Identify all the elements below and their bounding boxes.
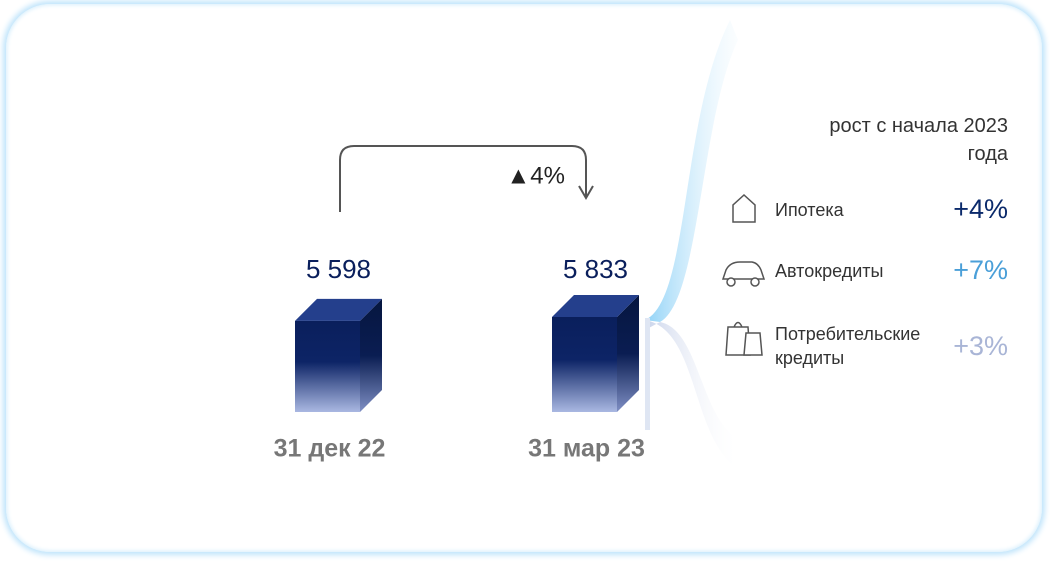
decor-ribbon [645, 20, 738, 322]
item-change: +3% [953, 331, 1008, 361]
decor-ribbon [645, 318, 650, 430]
item-change: +7% [953, 255, 1008, 285]
value-label: 5 833 [563, 254, 628, 284]
category-label: 31 мар 23 [528, 435, 645, 463]
arrow-head [578, 185, 594, 200]
category-label: 31 дек 22 [274, 435, 386, 463]
bar-side [617, 295, 639, 412]
bar [295, 320, 360, 412]
bar [552, 317, 617, 412]
item-label: Автокредиты [775, 261, 884, 281]
growth-annotation: ▲4% [507, 162, 565, 189]
bar-top [552, 295, 639, 317]
value-label: 5 598 [306, 254, 371, 284]
growth-title: рост с начала 2023 года [829, 115, 1008, 165]
item-change: +4% [953, 194, 1008, 224]
bar-side [360, 298, 382, 412]
decor-ribbon [645, 320, 740, 470]
item-label: Ипотека [775, 200, 844, 220]
growth-arrow [339, 145, 587, 212]
item-label: Потребительские кредиты [775, 324, 921, 368]
card [6, 4, 1042, 552]
bar-top [295, 298, 382, 321]
